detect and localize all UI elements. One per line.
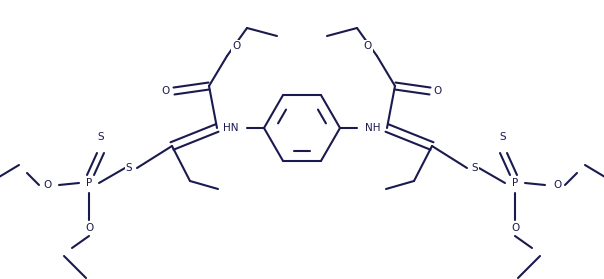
Text: S: S [500, 132, 506, 142]
Text: O: O [553, 180, 561, 190]
Text: S: S [472, 163, 478, 173]
Text: P: P [86, 178, 92, 188]
Text: O: O [511, 223, 519, 233]
Text: O: O [85, 223, 93, 233]
Text: S: S [98, 132, 104, 142]
Text: O: O [43, 180, 51, 190]
Text: S: S [126, 163, 132, 173]
Text: HN: HN [223, 123, 239, 133]
Text: O: O [434, 86, 442, 96]
Text: NH: NH [365, 123, 381, 133]
Text: O: O [162, 86, 170, 96]
Text: O: O [364, 41, 372, 51]
Text: P: P [512, 178, 518, 188]
Text: O: O [232, 41, 240, 51]
